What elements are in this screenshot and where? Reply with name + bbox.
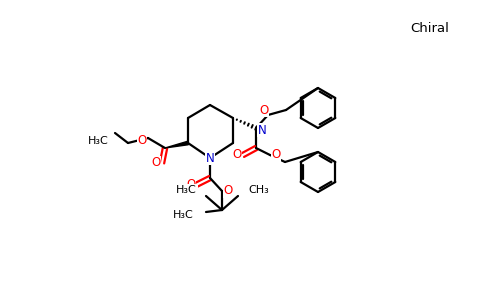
Text: O: O — [232, 148, 242, 161]
Text: N: N — [206, 152, 214, 164]
Text: O: O — [224, 184, 233, 197]
Text: H₃C: H₃C — [173, 210, 194, 220]
Text: O: O — [137, 134, 147, 146]
Text: O: O — [151, 157, 161, 169]
Polygon shape — [165, 141, 188, 148]
Text: O: O — [272, 148, 281, 161]
Text: Chiral: Chiral — [410, 22, 450, 35]
Text: N: N — [257, 124, 266, 136]
Text: O: O — [186, 178, 196, 191]
Text: CH₃: CH₃ — [248, 185, 269, 195]
Text: H₃C: H₃C — [88, 136, 109, 146]
Text: H₃C: H₃C — [176, 185, 197, 195]
Text: O: O — [259, 103, 269, 116]
